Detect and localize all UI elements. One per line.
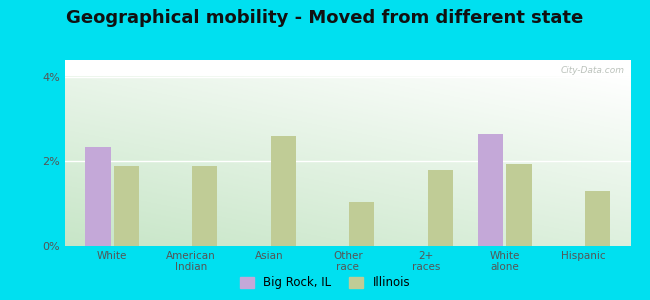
Bar (506, 164, 532, 246)
Bar (349, 202, 374, 246)
Bar (428, 170, 453, 246)
Bar (114, 166, 139, 246)
Legend: Big Rock, IL, Illinois: Big Rock, IL, Illinois (235, 272, 415, 294)
Text: Geographical mobility - Moved from different state: Geographical mobility - Moved from diffe… (66, 9, 584, 27)
Bar (585, 191, 610, 246)
Bar (271, 136, 296, 246)
Bar (85, 147, 111, 246)
Bar (478, 134, 503, 246)
Text: City-Data.com: City-Data.com (561, 66, 625, 75)
Bar (192, 166, 217, 246)
